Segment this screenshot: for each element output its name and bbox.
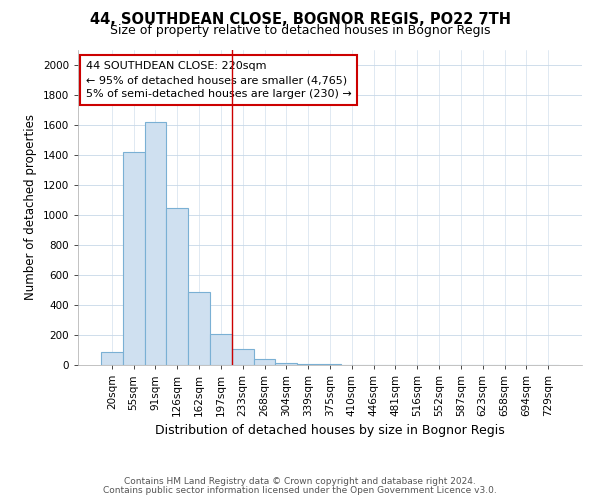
Bar [319, 364, 341, 365]
Bar [297, 364, 319, 365]
Bar [232, 348, 254, 365]
Bar [254, 359, 275, 365]
Text: 44 SOUTHDEAN CLOSE: 220sqm
← 95% of detached houses are smaller (4,765)
5% of se: 44 SOUTHDEAN CLOSE: 220sqm ← 95% of deta… [86, 61, 352, 99]
Text: Contains HM Land Registry data © Crown copyright and database right 2024.: Contains HM Land Registry data © Crown c… [124, 477, 476, 486]
Bar [188, 292, 210, 365]
Bar [145, 122, 166, 365]
Bar [210, 334, 232, 365]
Bar [275, 363, 297, 365]
Bar [123, 152, 145, 365]
Y-axis label: Number of detached properties: Number of detached properties [24, 114, 37, 300]
Text: Contains public sector information licensed under the Open Government Licence v3: Contains public sector information licen… [103, 486, 497, 495]
Text: 44, SOUTHDEAN CLOSE, BOGNOR REGIS, PO22 7TH: 44, SOUTHDEAN CLOSE, BOGNOR REGIS, PO22 … [89, 12, 511, 28]
Bar [101, 352, 123, 365]
Text: Size of property relative to detached houses in Bognor Regis: Size of property relative to detached ho… [110, 24, 490, 37]
Bar [166, 208, 188, 365]
X-axis label: Distribution of detached houses by size in Bognor Regis: Distribution of detached houses by size … [155, 424, 505, 438]
